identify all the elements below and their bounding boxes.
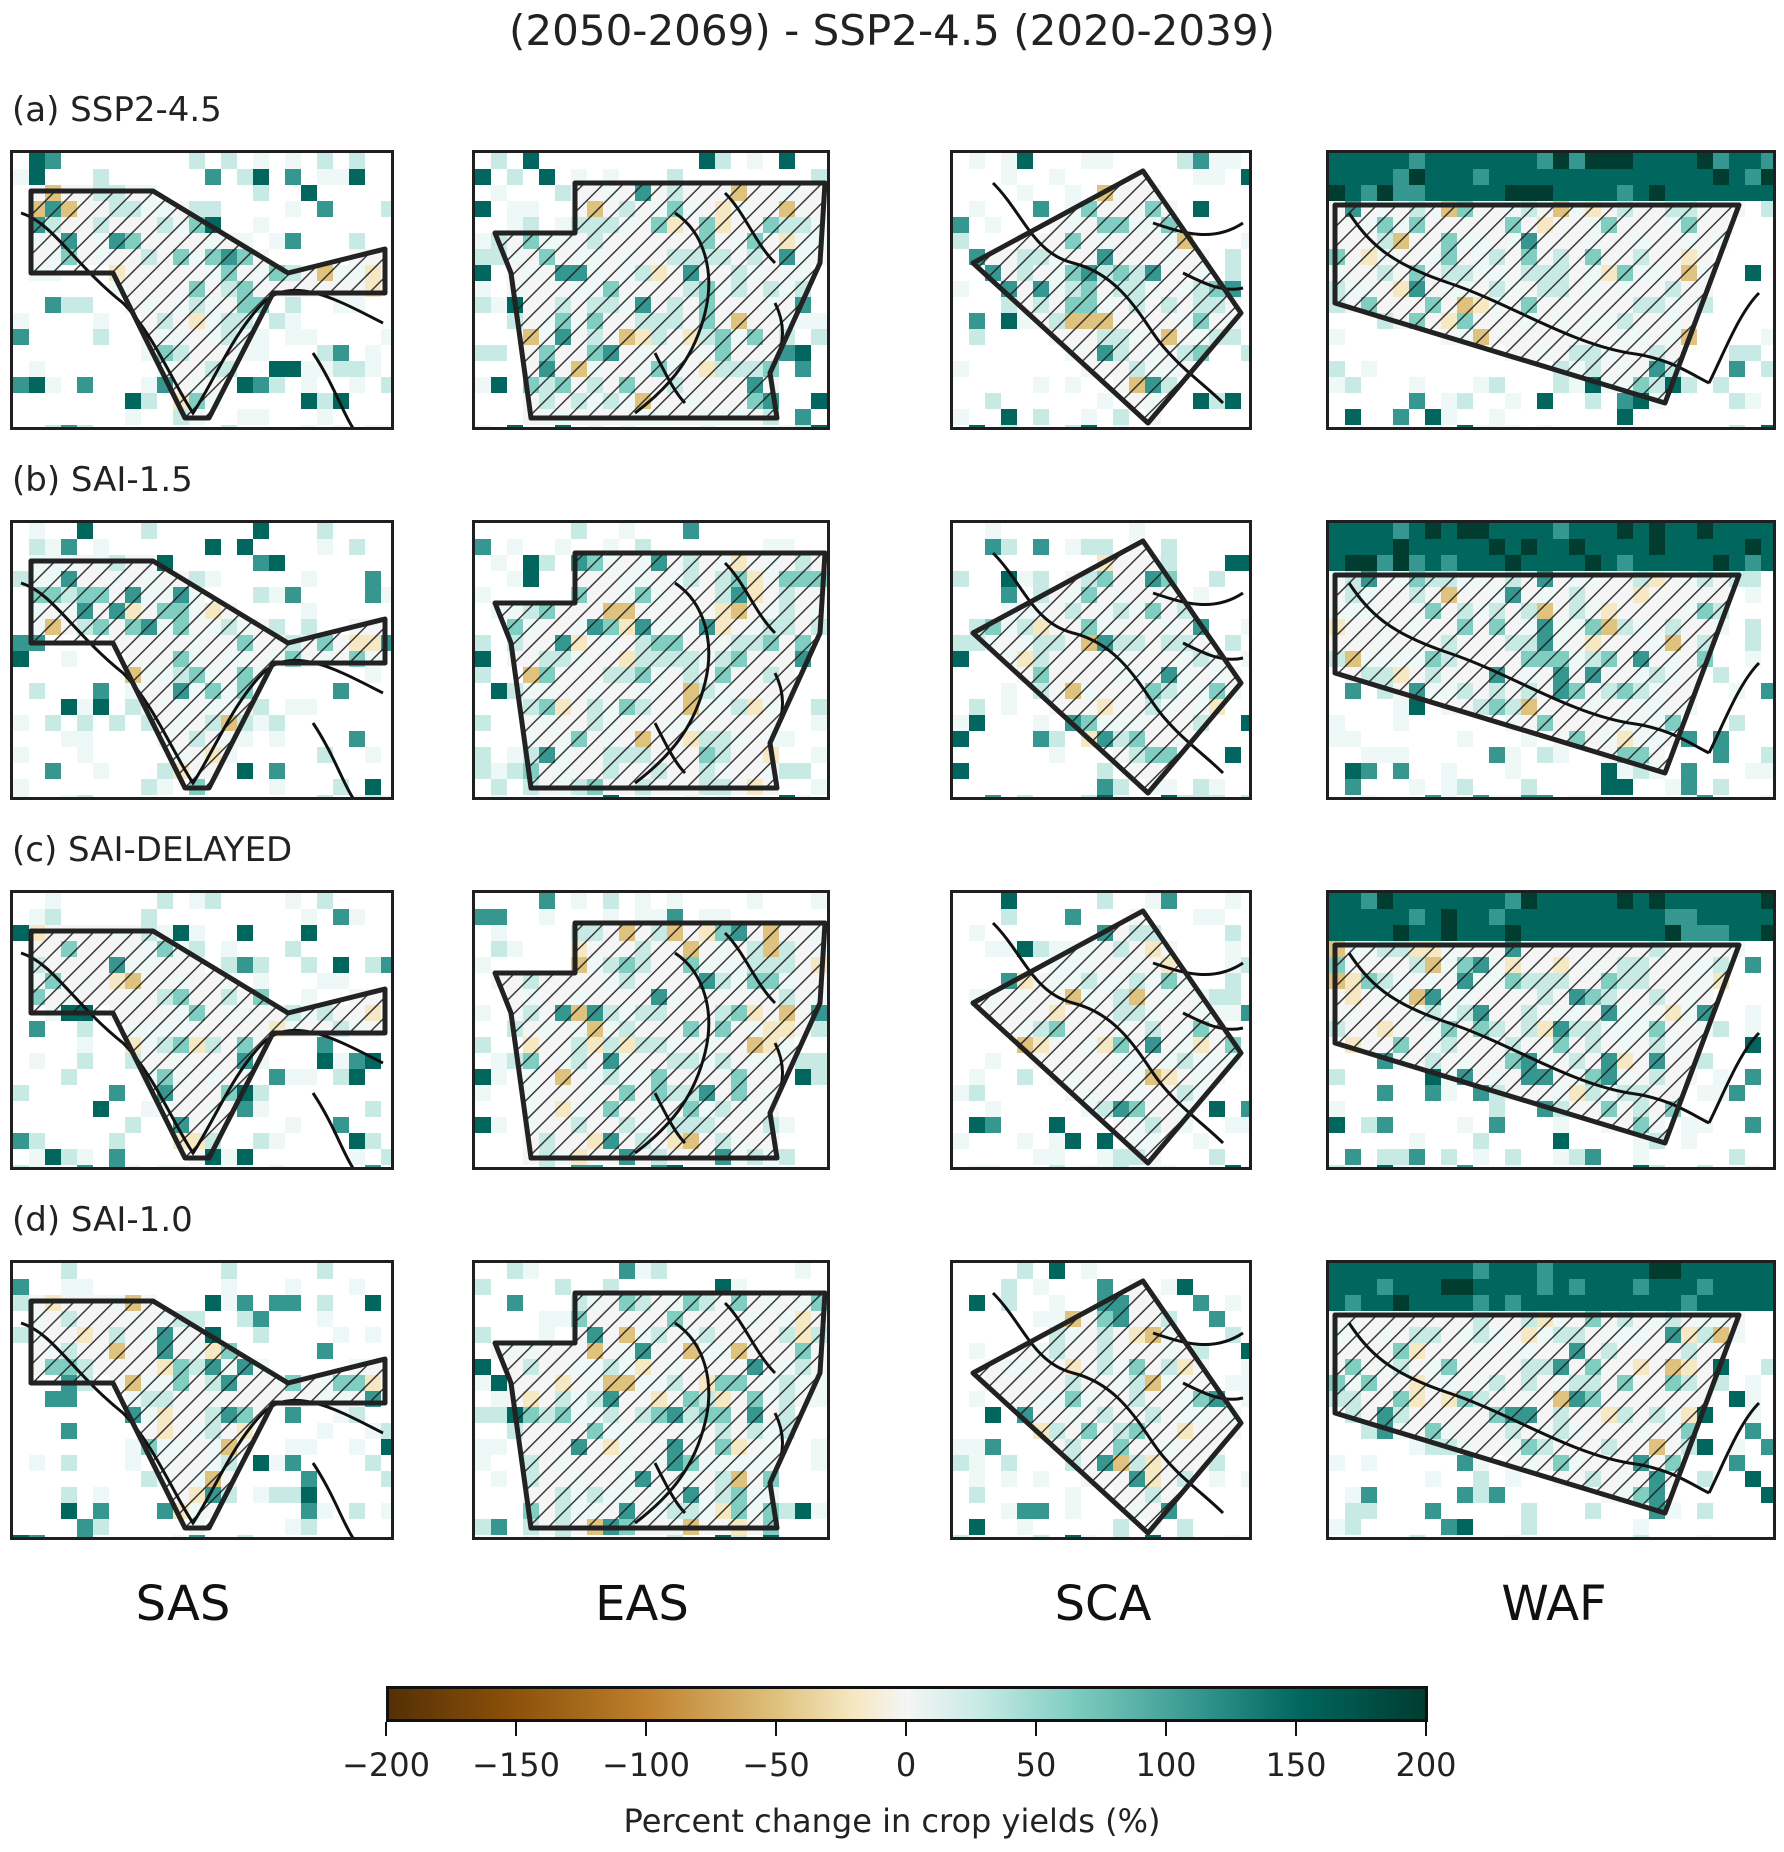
map-panel-sas-c xyxy=(10,890,394,1170)
map-panel-eas-b xyxy=(472,520,830,800)
colorbar xyxy=(386,1686,1428,1722)
colorbar-tick xyxy=(385,1722,387,1736)
colorbar-tick xyxy=(775,1722,777,1736)
region-boundary xyxy=(1332,202,1742,406)
row-label-c: (c) SAI-DELAYED xyxy=(12,830,293,870)
colorbar-tick xyxy=(1165,1722,1167,1736)
coastline xyxy=(634,561,784,785)
significance-hatching xyxy=(495,183,825,418)
region-boundary xyxy=(492,180,827,421)
map-canvas xyxy=(953,153,1249,427)
colorbar-tick-label: 0 xyxy=(895,1746,917,1784)
map-panel-eas-d xyxy=(472,1260,830,1540)
region-boundary xyxy=(28,188,388,421)
coastline xyxy=(1347,1322,1761,1495)
coastline xyxy=(991,921,1244,1145)
region-boundary xyxy=(1332,572,1742,776)
region-boundary xyxy=(1332,1312,1742,1516)
region-boundary xyxy=(492,550,827,791)
region-label-waf: WAF xyxy=(1501,1576,1607,1632)
coastline xyxy=(991,181,1244,405)
colorbar-tick xyxy=(1035,1722,1037,1736)
map-panel-sca-a xyxy=(950,150,1252,430)
row-label-d: (d) SAI-1.0 xyxy=(12,1200,193,1240)
significance-hatching xyxy=(31,561,385,788)
region-boundary xyxy=(970,538,1244,796)
significance-hatching xyxy=(31,191,385,418)
map-canvas xyxy=(13,893,391,1167)
colorbar-tick xyxy=(905,1722,907,1736)
map-canvas xyxy=(953,1263,1249,1537)
map-panel-sca-b xyxy=(950,520,1252,800)
region-label-sca: SCA xyxy=(1054,1576,1152,1632)
map-canvas xyxy=(475,1263,827,1537)
map-panel-waf-c xyxy=(1326,890,1776,1170)
map-canvas xyxy=(475,523,827,797)
colorbar-tick-label: 150 xyxy=(1265,1746,1327,1784)
map-panel-eas-a xyxy=(472,150,830,430)
coastline xyxy=(634,931,784,1155)
map-canvas xyxy=(475,893,827,1167)
significance-hatching xyxy=(31,931,385,1158)
map-panel-eas-c xyxy=(472,890,830,1170)
colorbar-tick-label: −200 xyxy=(342,1746,430,1784)
map-panel-sca-c xyxy=(950,890,1252,1170)
region-boundary xyxy=(28,558,388,791)
coastline xyxy=(634,1301,784,1525)
colorbar-tick-label: 200 xyxy=(1395,1746,1457,1784)
map-panel-sas-b xyxy=(10,520,394,800)
colorbar-tick-label: −100 xyxy=(602,1746,690,1784)
map-panel-sca-d xyxy=(950,1260,1252,1540)
region-boundary xyxy=(970,1278,1244,1536)
coastline xyxy=(991,551,1244,775)
coastline xyxy=(991,1291,1244,1515)
region-boundary xyxy=(970,908,1244,1166)
row-label-a: (a) SSP2-4.5 xyxy=(12,90,222,130)
map-canvas xyxy=(13,153,391,427)
colorbar-tick xyxy=(515,1722,517,1736)
colorbar-tick xyxy=(1295,1722,1297,1736)
row-label-b: (b) SAI-1.5 xyxy=(12,460,193,500)
colorbar-tick xyxy=(1425,1722,1427,1736)
region-label-sas: SAS xyxy=(135,1576,231,1632)
region-boundary xyxy=(492,1290,827,1531)
significance-hatching xyxy=(495,923,825,1158)
map-canvas xyxy=(1329,523,1773,797)
map-canvas xyxy=(13,1263,391,1537)
map-panel-waf-a xyxy=(1326,150,1776,430)
coastline xyxy=(1347,582,1761,755)
map-canvas xyxy=(475,153,827,427)
map-canvas xyxy=(1329,893,1773,1167)
map-panel-waf-b xyxy=(1326,520,1776,800)
map-canvas xyxy=(953,523,1249,797)
region-boundary xyxy=(1332,942,1742,1146)
region-boundary xyxy=(492,920,827,1161)
coastline xyxy=(1347,952,1761,1125)
significance-hatching xyxy=(495,553,825,788)
region-boundary xyxy=(28,1298,388,1531)
region-boundary xyxy=(970,168,1244,426)
colorbar-tick-label: −150 xyxy=(472,1746,560,1784)
colorbar-tick xyxy=(645,1722,647,1736)
significance-hatching xyxy=(495,1293,825,1528)
coastline xyxy=(634,191,784,415)
map-canvas xyxy=(953,893,1249,1167)
map-canvas xyxy=(1329,1263,1773,1537)
region-boundary xyxy=(28,928,388,1161)
region-label-eas: EAS xyxy=(595,1576,689,1632)
map-panel-waf-d xyxy=(1326,1260,1776,1540)
colorbar-label: Percent change in crop yields (%) xyxy=(623,1802,1161,1840)
significance-hatching xyxy=(31,1301,385,1528)
colorbar-tick-label: 100 xyxy=(1135,1746,1197,1784)
figure-title: (2050-2069) - SSP2-4.5 (2020-2039) xyxy=(509,6,1275,55)
map-canvas xyxy=(1329,153,1773,427)
colorbar-tick-label: 50 xyxy=(1015,1746,1057,1784)
map-panel-sas-a xyxy=(10,150,394,430)
coastline xyxy=(1347,212,1761,385)
colorbar-tick-label: −50 xyxy=(742,1746,810,1784)
map-panel-sas-d xyxy=(10,1260,394,1540)
map-canvas xyxy=(13,523,391,797)
